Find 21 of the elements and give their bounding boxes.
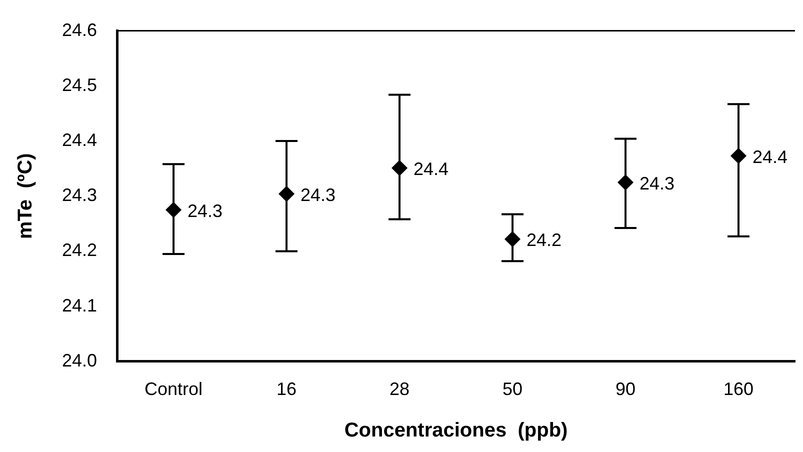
y-tick-label: 24.5: [62, 74, 98, 95]
data-label: 24.3: [640, 173, 675, 194]
x-tick-label: 90: [615, 379, 636, 400]
y-tick-label: 24.2: [62, 240, 98, 260]
x-tick-label: 16: [276, 379, 297, 400]
data-label: 24.4: [414, 158, 449, 179]
x-axis-title: Concentraciones (ppb): [344, 420, 568, 442]
y-tick-label: 24.3: [62, 185, 98, 206]
x-tick-label: Control: [144, 379, 203, 400]
y-tick-label: 24.4: [62, 130, 98, 150]
y-tick-label: 24.0: [62, 350, 98, 370]
data-label: 24.3: [188, 200, 223, 221]
x-tick-label: 50: [502, 379, 523, 400]
data-label: 24.3: [300, 184, 336, 205]
y-tick-label: 24.1: [62, 295, 98, 316]
data-label: 24.4: [752, 146, 788, 167]
y-tick-label: 24.6: [62, 20, 98, 40]
x-tick-label: 28: [390, 379, 410, 400]
y-axis-title: mTe (ºC): [14, 153, 37, 240]
x-tick-label: 160: [723, 379, 754, 400]
data-label: 24.2: [526, 230, 562, 250]
